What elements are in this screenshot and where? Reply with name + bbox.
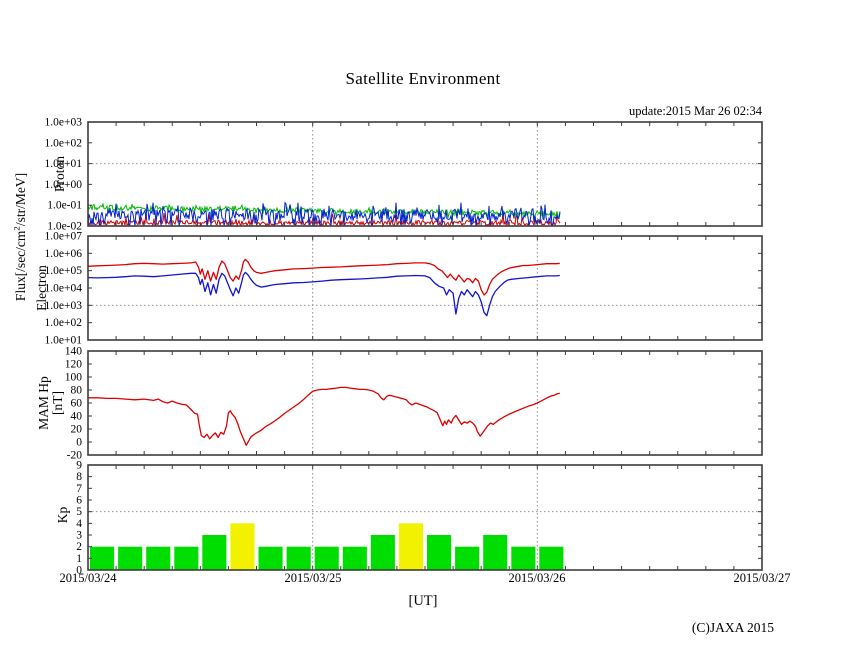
y-tick-label: 20 [71,424,83,436]
y-tick-label: 7 [76,483,82,495]
y-tick-label: 2 [76,541,82,553]
kp-bar [511,546,536,570]
y-tick-label: 1 [76,553,82,565]
kp-bar [118,546,143,570]
kp-bar [202,535,227,570]
x-axis-title: [UT] [408,593,438,609]
y-tick-label: 9 [76,460,82,472]
y-tick-label: 5 [76,506,82,518]
flux-axis-label-sup: 2 [11,226,22,231]
kp-bar [146,546,171,570]
kp-bar [258,546,283,570]
kp-bar [427,535,452,570]
y-tick-label: -20 [67,450,83,462]
kp-bar [455,546,480,570]
kp-bar [90,546,115,570]
copyright: (C)JAXA 2015 [691,620,774,635]
proton-panel: 1.0e+03 1.0e+02 1.0e+01 1.0e+00 1.0e-01 1.0e-… [45,117,763,233]
y-tick-label: 0 [76,565,82,577]
y-tick-label: 1.0e+02 [45,317,83,329]
electron-red-line [87,258,560,296]
update-timestamp: update:2015 Mar 26 02:34 [629,104,762,118]
y-tick-label: 6 [76,495,82,507]
y-tick-label: 3 [76,530,82,542]
y-tick-label: 80 [71,385,83,397]
flux-axis-label-post: /str/MeV] [12,172,28,227]
y-tick-label: 1.0e-02 [47,221,82,233]
y-tick-label: 1.0e+04 [45,283,83,295]
y-tick-label: 8 [76,471,82,483]
x-tick-label-0326: 2015/03/26 [508,571,566,585]
kp-bar [398,523,423,570]
proton-axis-label: Proton [52,155,67,193]
flux-axis-label-pre: Flux[/sec/cm [12,230,28,302]
kp-bar [483,535,508,570]
y-tick-label: 1.0e+01 [45,158,83,170]
electron-axis-label: Electron [34,265,49,311]
y-tick-label: 120 [65,359,83,371]
y-tick-label: 1.0e-01 [47,200,82,212]
y-tick-label: 1.0e+00 [45,179,83,191]
panel-frame [87,350,763,456]
y-tick-label: 0 [76,437,82,449]
kp-bar [230,523,255,570]
y-tick-label: 1.0e+07 [45,231,83,243]
y-tick-label: 1.0e+03 [45,117,83,129]
kp-axis-label: Kp [55,506,70,524]
panel-frame [87,235,763,341]
y-tick-label: 140 [65,346,83,358]
x-tick-label-0327: 2015/03/27 [733,571,791,585]
kp-bar [174,546,199,570]
mam-unit-axis-label: [nT] [50,391,65,415]
electron-blue-line [87,271,560,317]
kp-bar [342,546,367,570]
y-tick-label: 60 [71,398,83,410]
y-tick-label: 1.0e+03 [45,300,83,312]
y-tick-label: 4 [76,518,82,530]
y-tick-label: 1.0e+05 [45,265,83,277]
y-tick-label: 40 [71,411,83,423]
mam-hp-red-line [88,386,560,446]
y-tick-label: 1.0e+06 [45,248,83,260]
kp-bar [286,546,311,570]
y-tick-label: 1.0e+01 [45,335,83,347]
y-tick-label: 100 [65,372,83,384]
page-title: Satellite Environment [345,69,501,88]
electron-panel: 1.0e+07 1.0e+06 1.0e+05 1.0e+04 1.0e+03 1.0e+… [45,231,763,347]
proton-blue-line [87,201,561,228]
kp-bar [370,535,395,570]
flux-axis-label: Flux[/sec/cm2/str/MeV] [11,173,29,301]
x-tick-label-0324: 2015/03/24 [59,571,117,585]
y-tick-label: 1.0e+02 [45,137,83,149]
x-tick-label-0325: 2015/03/25 [284,571,342,585]
kp-bar [539,546,564,570]
kp-bar [314,546,339,570]
